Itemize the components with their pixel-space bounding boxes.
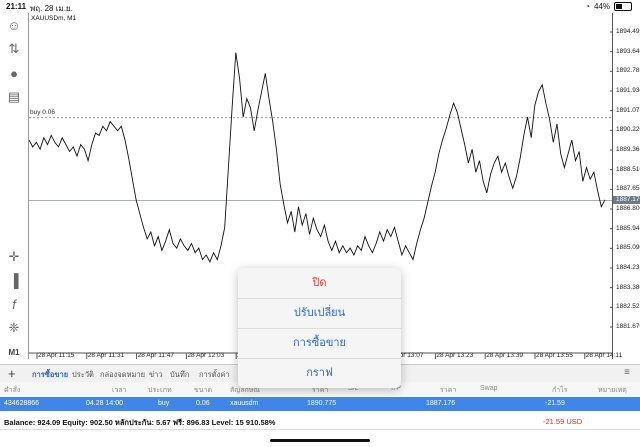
menu-chart[interactable]: กราฟ <box>306 367 333 379</box>
price-tick: 1894.495 <box>616 28 640 35</box>
price-tick: 1885.090 <box>616 244 640 252</box>
col-symbol: สัญลักษณ์ <box>230 387 260 394</box>
row-type: buy <box>158 400 170 407</box>
account-summary: Balance: 924.09 Equity: 902.50 หลักประกั… <box>0 413 640 430</box>
tab-mailbox[interactable]: กล่องจดหมาย <box>100 370 146 379</box>
col-time: เวลา <box>112 387 127 394</box>
price-tick: 1886.800 <box>616 205 640 212</box>
row-size: 0.06 <box>196 400 210 407</box>
price-tick: 1888.510 <box>616 165 640 173</box>
timeframe-button[interactable]: M1 <box>8 347 20 357</box>
chart-symbol: XAUUSDm, M1 <box>31 15 77 22</box>
menu-close[interactable]: ปิด <box>238 268 401 299</box>
price-tick: 1891.075 <box>616 106 640 114</box>
crosshair-icon[interactable]: ✛ <box>8 249 20 264</box>
price-axis: 1887.176 1894.495 1893.640 1892.785 1891.93… <box>612 13 640 359</box>
current-price-tag: 1887.176 <box>613 196 640 205</box>
function-icon[interactable]: f <box>12 296 16 312</box>
new-doc-icon[interactable]: ▤ <box>7 89 21 104</box>
row-order: 434628866 <box>4 400 40 407</box>
col-sl: S/L <box>348 385 359 392</box>
time-tick: 28 Apr 13:55 <box>536 352 573 359</box>
col-order: คำสั่ง <box>4 387 21 394</box>
price-tick: 1885.945 <box>616 224 640 232</box>
col-current: ราคา <box>440 387 457 394</box>
trade-updown-icon[interactable]: ⇅ <box>8 41 20 56</box>
price-tick: 1884.235 <box>616 264 640 271</box>
price-series-line <box>29 52 606 263</box>
time-tick: 28 Apr 12:03 <box>187 352 225 359</box>
tab-news[interactable]: ข่าว <box>149 370 163 379</box>
col-price: ราคา <box>312 387 329 394</box>
left-toolbar: ☺ ⇅ ● ▤ ✛ ▐ f ❈ M1 <box>0 13 28 363</box>
price-tick: 1887.655 <box>616 185 640 193</box>
chat-icon[interactable]: ● <box>10 65 18 81</box>
context-menu: ปิด ปรับเปลี่ยน การซื้อขาย กราฟ <box>238 268 401 388</box>
battery-text: 44% <box>593 2 610 11</box>
user-icon[interactable]: ☺ <box>7 17 21 33</box>
battery-fill <box>616 4 623 9</box>
price-tick: 1893.640 <box>616 47 640 55</box>
col-type: ประเภท <box>148 387 172 394</box>
status-bar: 21:11 พฤ. 28 เม.ย. ◔ 44% <box>0 0 640 13</box>
time-tick: 28 Apr 14:11 <box>585 352 623 359</box>
row-symbol: xauusdm <box>230 400 259 407</box>
add-icon[interactable]: + <box>8 366 16 381</box>
price-tick: 1891.930 <box>616 87 640 94</box>
time-tick: 28 Apr 13:23 <box>436 352 474 359</box>
table-header: คำสั่ง เวลา ประเภท ขนาด สัญลักษณ์ ราคา S… <box>0 382 640 396</box>
time-tick: 28 Apr 11:47 <box>137 352 174 359</box>
status-right: ◔ 44% <box>585 2 632 11</box>
tab-settings[interactable]: การตั้งค่า <box>199 370 230 379</box>
price-tick: 1889.365 <box>616 146 640 153</box>
battery-icon <box>614 2 632 11</box>
time-tick: 28 Apr 11:31 <box>87 352 125 359</box>
col-size: ขนาด <box>194 387 213 394</box>
menu-trade[interactable]: การซื้อขาย <box>238 328 401 359</box>
home-indicator[interactable] <box>270 439 370 442</box>
price-tick: 1890.220 <box>616 126 640 134</box>
table-row[interactable]: 434628866 04.28 14:00 buy 0.06 xauusdm 1… <box>0 397 640 411</box>
status-date: พฤ. 28 เม.ย. <box>30 4 73 13</box>
time-tick: 28 Apr 13:07 <box>386 352 424 359</box>
total-profit: -21.59 USD <box>543 417 583 426</box>
columns-icon[interactable]: ≡ <box>624 367 630 378</box>
price-tick: 1883.380 <box>616 283 640 291</box>
buy-line-label: buy 0.06 <box>30 108 55 116</box>
price-tick: 1882.525 <box>616 303 640 311</box>
menu-modify[interactable]: ปรับเปลี่ยน <box>238 298 401 329</box>
row-profit: -21.59 <box>545 400 565 407</box>
objects-icon[interactable]: ❈ <box>8 320 20 335</box>
tab-history[interactable]: ประวัติ <box>72 370 94 379</box>
col-profit: กำไร <box>552 387 568 394</box>
col-swap: Swap <box>480 385 498 392</box>
price-tick: 1892.785 <box>616 67 640 75</box>
col-tp: T/P <box>390 385 401 392</box>
time-tick: 28 Apr 13:39 <box>486 352 524 359</box>
balance-text: Balance: 924.09 Equity: 902.50 หลักประกั… <box>4 418 276 427</box>
status-time: 21:11 <box>6 2 27 11</box>
row-current: 1887.176 <box>426 400 456 407</box>
wifi-icon: ◔ <box>585 2 590 11</box>
tab-journal[interactable]: บันทึก <box>170 370 190 379</box>
price-tick: 1881.670 <box>616 323 640 330</box>
row-time: 04.28 14:00 <box>86 400 123 407</box>
time-tick: 28 Apr 11:15 <box>38 352 75 359</box>
indicators-icon[interactable]: ▐ <box>9 272 19 288</box>
row-price: 1890.775 <box>307 400 337 407</box>
col-comment: หมายเหตุ <box>598 387 627 394</box>
